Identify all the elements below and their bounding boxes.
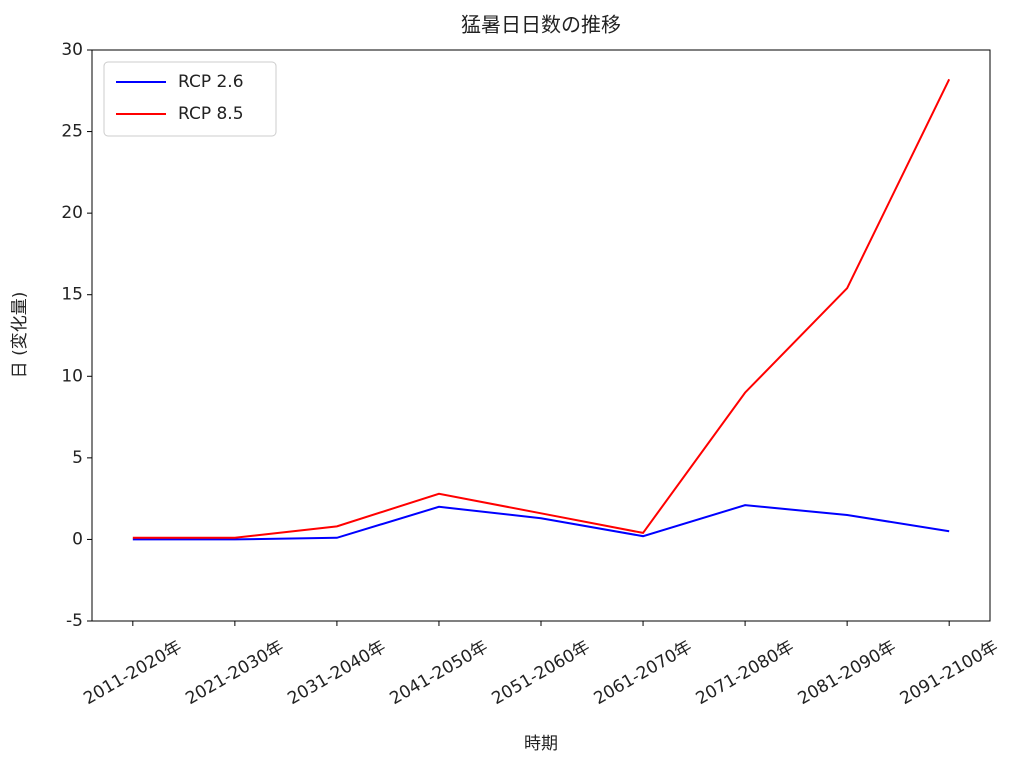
x-tick-label: 2051-2060年 (489, 637, 594, 709)
y-axis-label: 日 (変化量) (10, 292, 30, 379)
y-tick-label: 30 (61, 40, 83, 60)
y-tick-label: 5 (72, 448, 83, 468)
x-tick-label: 2081-2090年 (795, 637, 900, 709)
x-tick-label: 2041-2050年 (386, 637, 491, 709)
y-tick-label: 20 (61, 203, 83, 223)
series-line (132, 78, 951, 539)
x-tick-label: 2031-2040年 (284, 637, 389, 709)
x-tick-label: 2021-2030年 (182, 637, 287, 709)
x-tick-label: 2091-2100年 (897, 637, 1002, 709)
x-tick-label: 2061-2070年 (591, 637, 696, 709)
legend-box (103, 61, 277, 137)
series-line (132, 504, 950, 541)
legend-label: RCP 2.6 (178, 72, 244, 92)
y-tick-label: -5 (66, 611, 83, 631)
x-tick-label: 2011-2020年 (80, 637, 185, 709)
x-tick-label: 2071-2080年 (693, 637, 798, 709)
y-tick-label: 25 (61, 122, 83, 142)
chart-title: 猛暑日日数の推移 (461, 13, 621, 37)
x-axis-label: 時期 (524, 734, 558, 754)
y-tick-label: 10 (61, 366, 83, 386)
legend-label: RCP 8.5 (178, 104, 244, 124)
y-tick-label: 0 (72, 529, 83, 549)
y-tick-label: 15 (61, 285, 83, 305)
